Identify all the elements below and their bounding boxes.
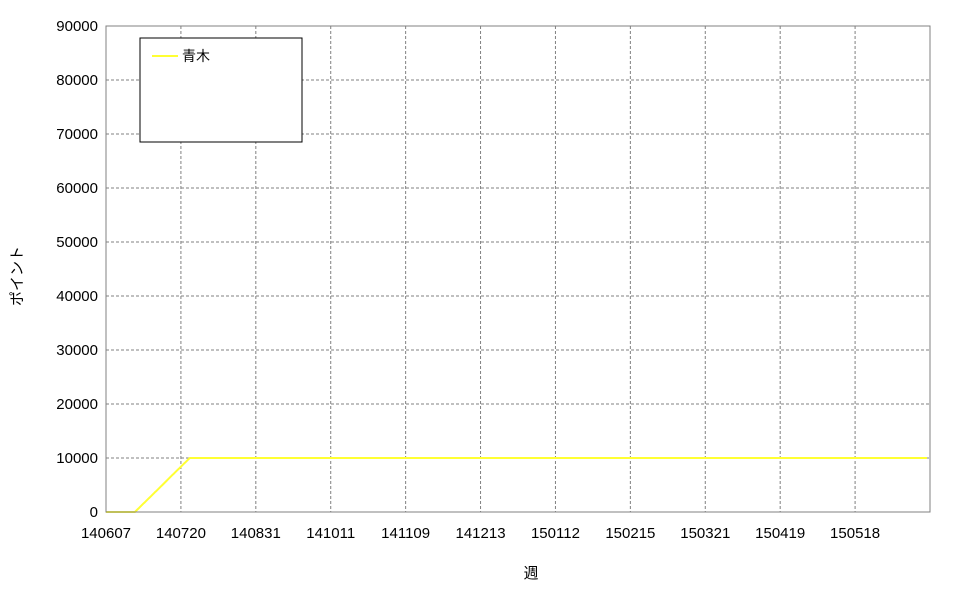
plot-border [105, 25, 931, 513]
legend-box [139, 37, 303, 143]
y-axis-label: ポイント [8, 246, 26, 306]
legend: 青木 [139, 37, 303, 143]
y-tick-labels: 0 10000 20000 30000 40000 50000 60000 70000 8000… [56, 18, 98, 521]
x-tick-label: 150215 [605, 525, 655, 542]
x-tick-label: 140607 [81, 525, 131, 542]
plot-frame [105, 25, 931, 513]
y-tick-label: 50000 [56, 234, 98, 251]
x-tick-label: 150321 [680, 525, 730, 542]
legend-label: 青木 [182, 49, 210, 65]
y-tick-label: 0 [90, 504, 98, 521]
x-tick-label: 140720 [156, 525, 206, 542]
series-lines [106, 457, 927, 513]
y-tick-label: 70000 [56, 126, 98, 143]
y-tick-label: 20000 [56, 396, 98, 413]
x-tick-label: 141109 [381, 525, 430, 542]
x-tick-label: 141011 [306, 525, 355, 542]
x-tick-label: 141213 [456, 525, 506, 542]
x-tick-label: 150419 [755, 525, 805, 542]
y-tick-label: 10000 [56, 450, 98, 467]
x-tick-labels: 140607 140720 140831 141011 141109 141213 1501… [81, 525, 880, 542]
series-line-1 [106, 457, 927, 513]
y-tick-label: 80000 [56, 72, 98, 89]
x-tick-label: 150518 [830, 525, 880, 542]
y-tick-label: 30000 [56, 342, 98, 359]
y-tick-label: 40000 [56, 288, 98, 305]
x-axis-label: 週 [523, 564, 538, 582]
y-tick-label: 60000 [56, 180, 98, 197]
grid-lines [106, 26, 930, 512]
y-tick-label: 90000 [56, 18, 98, 35]
x-tick-label: 140831 [231, 525, 281, 542]
x-tick-label: 150112 [531, 525, 580, 542]
